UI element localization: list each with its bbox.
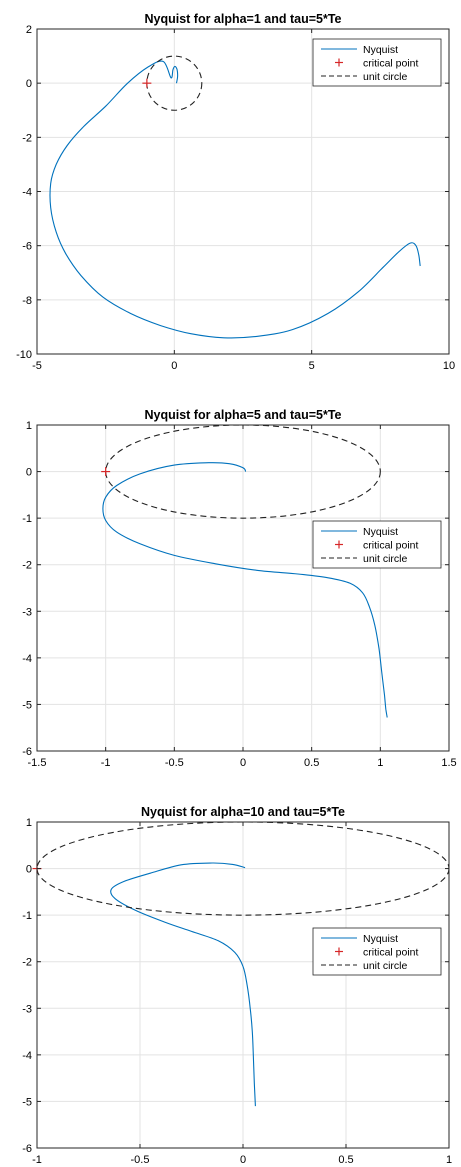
legend-label: critical point bbox=[363, 540, 419, 552]
chart-title: Nyquist for alpha=5 and tau=5*Te bbox=[144, 408, 341, 422]
legend-label: Nyquist bbox=[363, 44, 398, 56]
y-tick-label: -1 bbox=[22, 513, 32, 525]
unit-circle-series bbox=[105, 425, 381, 519]
legend-box bbox=[312, 38, 442, 87]
legend-label: unit circle bbox=[363, 553, 408, 565]
legend-item: unit circle bbox=[321, 553, 408, 565]
legend-label: Nyquist bbox=[363, 526, 398, 538]
chart-title: Nyquist for alpha=10 and tau=5*Te bbox=[141, 805, 345, 819]
y-tick-label: -1 bbox=[22, 910, 32, 922]
x-tick-label: -5 bbox=[32, 360, 42, 372]
x-tick-label: -1.5 bbox=[28, 757, 47, 769]
legend-item: Nyquist bbox=[321, 526, 398, 538]
chart-title: Nyquist for alpha=1 and tau=5*Te bbox=[144, 12, 341, 26]
y-tick-label: -6 bbox=[22, 1143, 32, 1155]
legend-label: unit circle bbox=[363, 71, 408, 83]
y-tick-label: 1 bbox=[26, 817, 32, 829]
legend-item: critical point bbox=[335, 947, 419, 959]
y-tick-label: -2 bbox=[22, 957, 32, 969]
legend-label: critical point bbox=[363, 58, 419, 70]
series-layer bbox=[37, 822, 449, 1107]
legend-item: critical point bbox=[335, 540, 419, 552]
legend-label: critical point bbox=[363, 947, 419, 959]
y-tick-label: -10 bbox=[16, 349, 32, 361]
y-tick-label: -5 bbox=[22, 1096, 32, 1108]
x-tick-label: -1 bbox=[101, 757, 111, 769]
x-tick-label: 1.5 bbox=[441, 757, 456, 769]
legend-label: unit circle bbox=[363, 960, 408, 972]
nyquist-series-line bbox=[110, 862, 256, 1107]
y-tick-label: -8 bbox=[22, 295, 32, 307]
legend-item: Nyquist bbox=[321, 44, 398, 56]
y-tick-label: 1 bbox=[26, 420, 32, 432]
x-tick-label: 0 bbox=[240, 1154, 246, 1166]
chart-2: -1.5 -1 -0.5 0 0.5 1 1.5 -6 -5 -4 -3 -2 -1 0 1 Nyquist … bbox=[22, 408, 456, 769]
y-tick-label: -6 bbox=[22, 746, 32, 758]
y-tick-label: -4 bbox=[22, 653, 32, 665]
y-tick-label: -4 bbox=[22, 1050, 32, 1062]
x-tick-label: 10 bbox=[443, 360, 455, 372]
nyquist-series-line bbox=[49, 60, 421, 339]
nyquist-series-line bbox=[102, 462, 388, 718]
chart-3: -1 -0.5 0 0.5 1 -6 -5 -4 -3 -2 -1 0 1 Nyquist for alp… bbox=[22, 805, 452, 1166]
x-tick-label: 0.5 bbox=[304, 757, 319, 769]
x-tick-label: 5 bbox=[309, 360, 315, 372]
legend-label: Nyquist bbox=[363, 933, 398, 945]
legend-item: Nyquist bbox=[321, 933, 398, 945]
y-tick-label: 0 bbox=[26, 467, 32, 479]
y-tick-label: -3 bbox=[22, 606, 32, 618]
legend-box bbox=[312, 520, 442, 569]
legend-item: unit circle bbox=[321, 960, 408, 972]
y-tick-label: -3 bbox=[22, 1003, 32, 1015]
y-tick-label: -2 bbox=[22, 560, 32, 572]
y-tick-label: 2 bbox=[26, 24, 32, 36]
y-tick-label: 0 bbox=[26, 864, 32, 876]
x-tick-label: 0 bbox=[171, 360, 177, 372]
chart-1: -5 0 5 10 -10 -8 -6 -4 -2 0 2 Nyquist for alpha=1 a… bbox=[16, 12, 455, 372]
critical-point-marker bbox=[142, 78, 152, 88]
y-tick-label: 0 bbox=[26, 78, 32, 90]
x-tick-label: 0.5 bbox=[338, 1154, 353, 1166]
x-tick-label: -0.5 bbox=[165, 757, 184, 769]
x-tick-label: 1 bbox=[446, 1154, 452, 1166]
critical-point-marker bbox=[101, 467, 111, 477]
y-tick-label: -5 bbox=[22, 699, 32, 711]
legend-box bbox=[312, 927, 442, 976]
y-tick-label: -2 bbox=[22, 132, 32, 144]
y-tick-label: -4 bbox=[22, 187, 32, 199]
x-tick-label: 1 bbox=[377, 757, 383, 769]
x-tick-label: 0 bbox=[240, 757, 246, 769]
series-layer bbox=[102, 425, 388, 718]
x-tick-label: -1 bbox=[32, 1154, 42, 1166]
legend-item: unit circle bbox=[321, 71, 408, 83]
x-tick-label: -0.5 bbox=[131, 1154, 150, 1166]
legend-item: critical point bbox=[335, 58, 419, 70]
y-tick-label: -6 bbox=[22, 241, 32, 253]
